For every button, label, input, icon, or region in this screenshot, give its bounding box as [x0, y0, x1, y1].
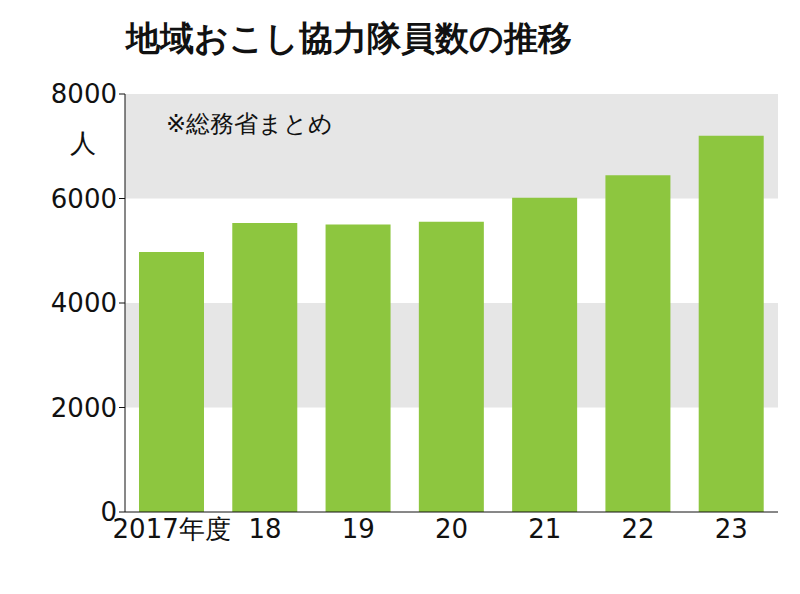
svg-text:22: 22	[622, 514, 655, 544]
html-text:人: 人	[70, 128, 96, 158]
svg-text:19: 19	[342, 514, 375, 544]
svg-text:0: 0	[100, 497, 117, 527]
html-text:地域おこし協力隊員数の推移: 地域おこし協力隊員数の推移	[126, 18, 572, 58]
svg-text:20: 20	[435, 514, 468, 544]
svg-text:23: 23	[715, 514, 748, 544]
svg-text:21: 21	[528, 514, 561, 544]
svg-text:2000: 2000	[51, 393, 117, 423]
svg-text:6000: 6000	[51, 184, 117, 214]
svg-text:2017年度: 2017年度	[113, 514, 231, 544]
svg-text:8000: 8000	[51, 79, 117, 109]
html-text:※総務省まとめ: ※総務省まとめ	[166, 110, 334, 138]
svg-text:18: 18	[248, 514, 281, 544]
svg-text:4000: 4000	[51, 288, 117, 318]
